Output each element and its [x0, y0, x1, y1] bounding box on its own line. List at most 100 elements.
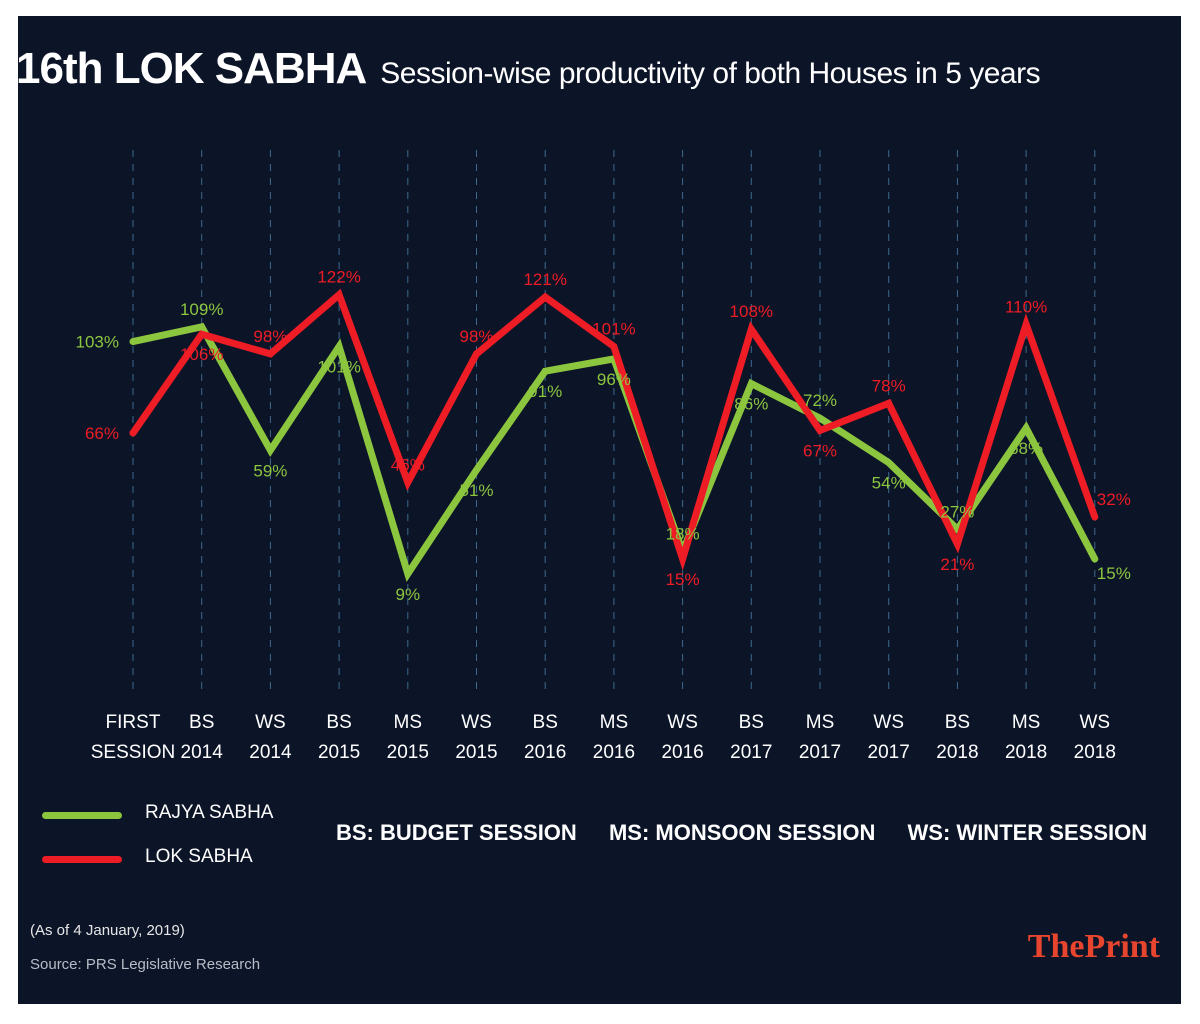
x-tick-label: MS — [1012, 712, 1041, 733]
chart-subtitle: Session-wise productivity of both Houses… — [380, 57, 1041, 90]
data-point — [269, 449, 271, 451]
x-tick-label: MS — [600, 712, 629, 733]
x-tick-label: BS — [945, 712, 970, 733]
data-label: 18% — [666, 525, 700, 544]
data-label: 32% — [1097, 490, 1131, 509]
data-point — [476, 353, 477, 355]
data-label: 108% — [730, 302, 773, 321]
data-point — [956, 528, 958, 530]
abbreviation-budget: BS: BUDGET SESSION — [336, 820, 577, 845]
data-label: 91% — [528, 382, 562, 401]
data-point — [1025, 323, 1027, 325]
data-point — [1025, 427, 1027, 429]
x-tick-label: SESSION — [91, 742, 175, 763]
data-point — [888, 462, 890, 464]
x-tick-label: 2017 — [868, 742, 910, 763]
data-point — [338, 346, 340, 347]
data-label: 51% — [459, 481, 493, 500]
data-point — [1094, 516, 1096, 518]
source-note: Source: PRS Legislative Research — [30, 956, 261, 973]
legend-swatch-lok-sabha — [42, 856, 122, 863]
data-label: 101% — [592, 320, 635, 339]
data-point — [544, 370, 546, 372]
x-tick-label: BS — [533, 712, 558, 733]
x-tick-label: WS — [667, 712, 698, 733]
brand-logo: ThePrint — [1027, 928, 1160, 965]
data-label: 101% — [317, 358, 360, 377]
data-point — [682, 558, 684, 560]
x-tick-label: 2017 — [799, 742, 841, 763]
data-label: 86% — [734, 395, 768, 414]
x-tick-label: 2017 — [730, 742, 772, 763]
x-tick-label: 2018 — [1005, 742, 1047, 763]
data-point — [1094, 558, 1096, 560]
data-label: 78% — [872, 376, 906, 395]
date-note: (As of 4 January, 2019) — [30, 922, 185, 939]
x-tick-label: 2015 — [318, 742, 360, 763]
x-tick-label: 2016 — [593, 742, 635, 763]
data-label: 27% — [940, 502, 974, 521]
data-point — [338, 294, 340, 296]
data-point — [613, 346, 615, 347]
x-tick-label: WS — [255, 712, 286, 733]
x-tick-label: WS — [873, 712, 904, 733]
x-tick-label: MS — [394, 712, 423, 733]
data-label: 67% — [803, 442, 837, 461]
legend-label-rajya-sabha: RAJYA SABHA — [145, 802, 274, 823]
x-tick-label: 2018 — [936, 742, 978, 763]
data-label: 54% — [872, 474, 906, 493]
x-tick-label: 2015 — [387, 742, 429, 763]
data-point — [201, 333, 203, 335]
data-point — [201, 326, 203, 328]
data-point — [269, 353, 271, 355]
x-tick-label: 2014 — [249, 742, 292, 763]
data-point — [132, 341, 134, 343]
x-tick-label: BS — [189, 712, 214, 733]
x-tick-label: FIRST — [106, 712, 161, 733]
data-label: 109% — [180, 300, 223, 319]
data-label: 121% — [523, 270, 566, 289]
data-point — [888, 402, 890, 404]
data-label: 103% — [76, 333, 119, 352]
x-tick-label: 2016 — [524, 742, 566, 763]
data-label: 122% — [317, 268, 360, 287]
x-tick-label: BS — [739, 712, 764, 733]
data-label: 21% — [940, 555, 974, 574]
data-label: 15% — [666, 570, 700, 589]
data-point — [544, 296, 546, 298]
data-label: 98% — [253, 327, 287, 346]
chart-panel — [18, 16, 1181, 1004]
abbreviation-monsoon: MS: MONSOON SESSION — [608, 820, 876, 845]
data-label: 72% — [803, 391, 837, 410]
data-point — [132, 432, 134, 434]
data-point — [750, 383, 752, 385]
x-tick-label: 2014 — [181, 742, 224, 763]
data-label: 96% — [597, 370, 631, 389]
data-label: 98% — [459, 327, 493, 346]
data-label: 110% — [1005, 297, 1047, 316]
data-point — [956, 543, 958, 545]
title-row: 16th LOK SABHA Session-wise productivity… — [16, 44, 1184, 94]
data-label: 46% — [391, 455, 425, 474]
x-tick-label: WS — [461, 712, 492, 733]
data-point — [819, 417, 821, 419]
data-point — [476, 469, 477, 471]
legend-label-lok-sabha: LOK SABHA — [145, 846, 253, 867]
data-label: 106% — [180, 345, 223, 364]
data-label: 9% — [396, 585, 421, 604]
data-label: 59% — [253, 461, 287, 480]
x-tick-label: WS — [1079, 712, 1110, 733]
data-point — [407, 481, 409, 483]
x-tick-label: 2016 — [661, 742, 703, 763]
data-label: 15% — [1097, 564, 1131, 583]
chart-title: 16th LOK SABHA — [16, 44, 367, 93]
data-point — [750, 328, 752, 330]
abbreviation-key: BS: BUDGET SESSION MS: MONSOON SESSION W… — [336, 820, 1173, 846]
x-tick-label: MS — [806, 712, 835, 733]
x-tick-label: BS — [326, 712, 351, 733]
x-tick-label: 2015 — [455, 742, 497, 763]
data-label: 66% — [85, 424, 119, 443]
legend-swatch-rajya-sabha — [42, 812, 122, 819]
data-point — [407, 573, 409, 575]
